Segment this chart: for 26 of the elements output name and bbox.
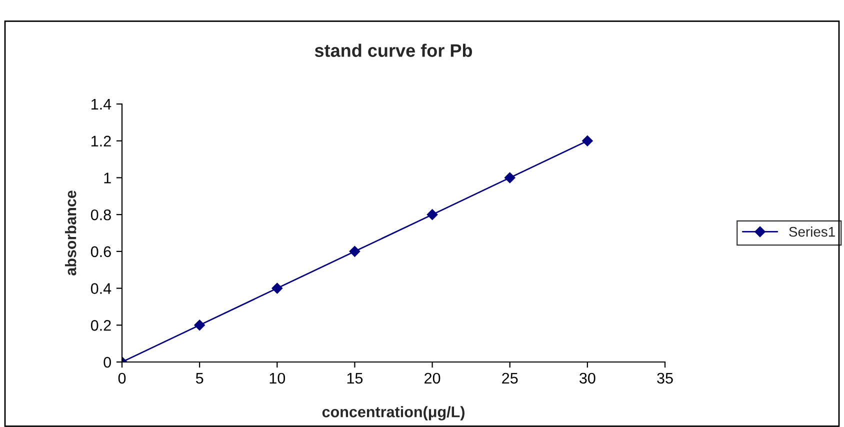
point bbox=[194, 320, 205, 331]
y-tick-label: 0.4 bbox=[90, 283, 112, 294]
point bbox=[504, 172, 516, 184]
y-axis-title: absorbance bbox=[64, 190, 76, 276]
x-tick-label: 35 bbox=[657, 372, 673, 384]
x-axis-title: concentration(μg/L) bbox=[322, 406, 464, 420]
y-tick-label: 0.6 bbox=[90, 246, 111, 258]
y-tick-label: 1.2 bbox=[92, 136, 111, 146]
x-tick-label: 10 bbox=[270, 372, 286, 384]
y-tick-label: 0.8 bbox=[90, 209, 111, 220]
x-tick-label: 15 bbox=[347, 372, 363, 384]
point bbox=[349, 246, 360, 257]
x-tick-label: 20 bbox=[424, 372, 440, 384]
x-tick-label: 0 bbox=[118, 372, 126, 384]
x-tick-label: 25 bbox=[502, 372, 518, 384]
y-tick-label: 0.2 bbox=[90, 320, 111, 331]
point bbox=[426, 209, 438, 220]
y-tick-label: 1 bbox=[104, 172, 111, 184]
chart-title: stand curve for Pb bbox=[314, 44, 472, 57]
point bbox=[582, 135, 593, 146]
x-tick-label: 30 bbox=[580, 372, 596, 384]
x-tick-label: 5 bbox=[196, 372, 204, 384]
point bbox=[272, 282, 283, 294]
legend-label: Series1 bbox=[789, 226, 835, 237]
y-tick-label: 1.4 bbox=[92, 99, 112, 110]
y-tick-label: 0 bbox=[104, 356, 111, 368]
